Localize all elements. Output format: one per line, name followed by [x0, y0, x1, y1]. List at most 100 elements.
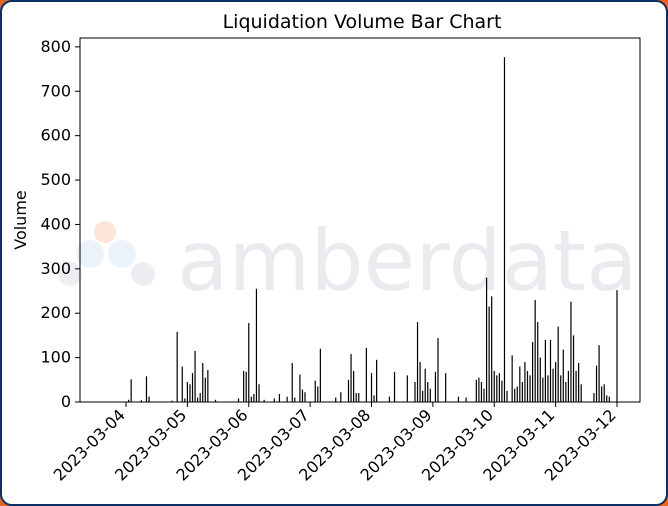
bar — [199, 393, 201, 402]
bar — [496, 375, 498, 402]
bar — [485, 277, 488, 402]
y-axis-label: Volume — [11, 190, 30, 250]
bar — [555, 362, 557, 402]
bar — [237, 398, 240, 402]
bar — [526, 370, 529, 402]
y-axis: 0 100 200 300 400 500 600 700 800 — [40, 37, 80, 411]
bar — [465, 397, 467, 402]
bar — [373, 395, 375, 402]
bars — [127, 57, 618, 403]
bar — [565, 382, 567, 402]
bar — [480, 382, 483, 402]
bar — [319, 348, 321, 402]
bar — [314, 380, 316, 402]
y-tick-label: 100 — [40, 348, 71, 367]
x-axis: 2023-03-042023-03-052023-03-062023-03-07… — [50, 402, 620, 485]
bar — [427, 382, 429, 402]
bar — [393, 371, 396, 402]
y-tick-label: 400 — [40, 214, 71, 233]
bar — [422, 390, 424, 402]
bar — [419, 362, 421, 402]
bar — [493, 370, 495, 402]
bar — [353, 370, 355, 402]
bar — [181, 366, 183, 402]
watermark-dot-orange — [94, 221, 116, 243]
bar — [317, 386, 319, 402]
bar — [572, 335, 575, 402]
bar — [537, 322, 539, 402]
bar — [552, 368, 554, 402]
bar — [263, 399, 265, 402]
bar — [299, 374, 301, 402]
bar — [557, 326, 559, 402]
bar — [376, 359, 378, 402]
y-tick-label: 600 — [40, 126, 71, 145]
bar — [294, 397, 296, 402]
bar — [291, 362, 293, 402]
bar — [608, 396, 610, 402]
bar — [475, 379, 477, 402]
bar — [534, 299, 536, 402]
bar — [429, 388, 431, 402]
bar — [445, 373, 447, 402]
bar — [575, 370, 577, 402]
y-tick-label: 0 — [61, 392, 71, 411]
plot-area-border — [79, 37, 641, 403]
bar — [501, 380, 503, 402]
bar — [491, 296, 493, 402]
chart-title: Liquidation Volume Bar Chart — [223, 11, 502, 33]
bar — [519, 366, 521, 402]
bar — [355, 393, 357, 402]
bar — [253, 394, 255, 402]
bar — [542, 377, 544, 402]
bar — [130, 379, 132, 402]
bar — [186, 382, 188, 402]
bar — [570, 301, 572, 402]
bar — [595, 365, 598, 402]
bar — [593, 393, 595, 402]
bar — [340, 392, 342, 402]
bar — [424, 368, 426, 402]
bar — [250, 396, 252, 402]
bar — [549, 339, 552, 402]
bar — [347, 379, 350, 402]
bar — [245, 371, 247, 402]
bar — [255, 288, 258, 402]
bar — [358, 393, 360, 402]
watermark-dot-navy — [131, 262, 155, 286]
bar — [616, 290, 618, 402]
bar — [335, 397, 337, 402]
bar — [301, 389, 304, 402]
bar — [194, 350, 196, 402]
bar — [562, 349, 564, 402]
bar — [544, 339, 546, 402]
bar — [434, 371, 437, 402]
y-tick-label: 500 — [40, 170, 71, 189]
bar — [506, 390, 508, 402]
y-tick-label: 200 — [40, 303, 71, 322]
bar — [214, 399, 217, 402]
bar — [273, 398, 275, 402]
bar — [521, 382, 523, 402]
bar — [539, 357, 541, 402]
bar — [278, 394, 281, 402]
bar — [140, 400, 142, 402]
bar — [437, 338, 439, 402]
bar — [532, 342, 534, 402]
bar — [567, 370, 569, 402]
bar — [286, 396, 288, 402]
bar — [560, 375, 562, 402]
bar — [248, 322, 250, 402]
bar — [258, 384, 260, 402]
bar — [511, 355, 513, 402]
bar — [148, 396, 150, 402]
bar — [365, 347, 367, 402]
bar — [547, 375, 549, 402]
y-tick-label: 300 — [40, 259, 71, 278]
bar — [184, 398, 186, 402]
bar — [416, 322, 419, 402]
bar — [603, 384, 605, 402]
bar — [606, 395, 608, 402]
bar — [598, 345, 600, 402]
